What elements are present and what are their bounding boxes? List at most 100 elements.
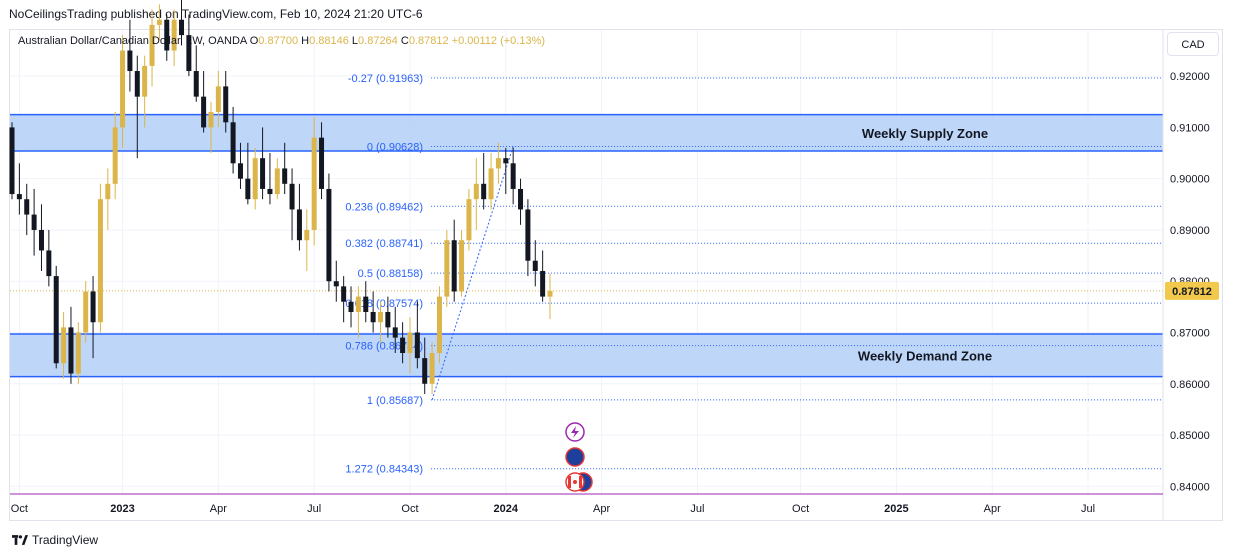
australia-flag-icon[interactable] xyxy=(565,447,585,467)
candle-body[interactable] xyxy=(385,311,391,328)
x-tick-label: 2023 xyxy=(110,503,134,515)
candle-body[interactable] xyxy=(260,158,266,189)
candle-body[interactable] xyxy=(9,127,15,195)
candle-body[interactable] xyxy=(473,183,479,200)
candle-body[interactable] xyxy=(16,194,22,200)
candle-body[interactable] xyxy=(230,122,236,164)
legend-low-label: L xyxy=(351,35,359,47)
candle-body[interactable] xyxy=(370,311,376,323)
candle-body[interactable] xyxy=(296,209,302,241)
candle-body[interactable] xyxy=(429,353,435,384)
candle-body[interactable] xyxy=(289,183,295,210)
candle-body[interactable] xyxy=(355,296,361,312)
candle-body[interactable] xyxy=(31,214,37,230)
candle-body[interactable] xyxy=(193,71,199,97)
y-tick-label: 0.86000 xyxy=(1170,379,1210,391)
candle-body[interactable] xyxy=(215,86,221,113)
candle-body[interactable] xyxy=(179,19,185,36)
candle-body[interactable] xyxy=(75,332,81,374)
candle-body[interactable] xyxy=(451,240,457,292)
candle-body[interactable] xyxy=(495,158,501,169)
candle-body[interactable] xyxy=(237,163,243,179)
candle-body[interactable] xyxy=(97,199,103,323)
candle-body[interactable] xyxy=(503,158,509,164)
y-tick-label: 0.87000 xyxy=(1170,327,1210,339)
x-tick-label: 2025 xyxy=(884,503,908,515)
candle-body[interactable] xyxy=(53,276,59,364)
candle-body[interactable] xyxy=(134,71,140,97)
legend-close-label: C xyxy=(400,35,409,47)
candle-body[interactable] xyxy=(208,112,214,128)
candle-body[interactable] xyxy=(282,168,288,184)
candle-body[interactable] xyxy=(407,332,413,354)
candle-body[interactable] xyxy=(319,137,325,189)
candle-body[interactable] xyxy=(142,65,148,97)
legend-open: 0.87700 xyxy=(258,35,299,47)
candle-body[interactable] xyxy=(525,209,531,261)
candle-body[interactable] xyxy=(488,168,494,200)
candle-body[interactable] xyxy=(444,240,450,297)
candle-body[interactable] xyxy=(68,327,74,374)
candle-body[interactable] xyxy=(90,291,96,323)
y-tick-label: 0.85000 xyxy=(1170,430,1210,442)
supply-zone-label: Weekly Supply Zone xyxy=(862,126,988,141)
candle-body[interactable] xyxy=(547,290,553,297)
legend-symbol[interactable]: Australian Dollar/Canadian Dollar, 1W, O… xyxy=(18,35,247,47)
candle-body[interactable] xyxy=(156,19,162,25)
candle-body[interactable] xyxy=(24,199,30,215)
candle-body[interactable] xyxy=(149,24,155,66)
fib-level-label: 0.236 (0.89462) xyxy=(345,201,423,213)
candle-body[interactable] xyxy=(392,327,398,338)
candle-body[interactable] xyxy=(252,158,258,200)
candle-body[interactable] xyxy=(540,270,546,297)
tradingview-footer[interactable]: TradingView xyxy=(12,533,98,547)
candle-body[interactable] xyxy=(267,188,273,195)
canada-flag-band-left xyxy=(568,476,571,488)
candle-body[interactable] xyxy=(164,19,170,51)
candle-body[interactable] xyxy=(459,240,465,292)
candle-body[interactable] xyxy=(61,327,67,364)
candle-body[interactable] xyxy=(333,281,339,287)
candle-body[interactable] xyxy=(171,19,177,51)
candle-body[interactable] xyxy=(245,178,251,200)
candle-body[interactable] xyxy=(532,260,538,271)
x-tick-label: Jul xyxy=(1081,503,1095,515)
candle-body[interactable] xyxy=(186,35,192,72)
candle-body[interactable] xyxy=(105,183,111,200)
candle-body[interactable] xyxy=(510,163,516,189)
candle-body[interactable] xyxy=(83,291,89,333)
candle-body[interactable] xyxy=(348,301,354,312)
currency-button[interactable]: CAD xyxy=(1167,32,1219,56)
legend-high-label: H xyxy=(301,35,310,47)
candle-body[interactable] xyxy=(127,50,133,72)
candle-body[interactable] xyxy=(201,96,207,128)
candle-body[interactable] xyxy=(46,250,52,277)
candle-body[interactable] xyxy=(38,229,44,251)
tradingview-logo-icon xyxy=(12,535,28,545)
y-tick-label: 0.92000 xyxy=(1170,71,1210,83)
fib-level-label: 0.5 (0.88158) xyxy=(358,268,423,280)
candle-body[interactable] xyxy=(120,50,126,128)
x-tick-label: Apr xyxy=(984,503,1001,515)
legend-open-label: O xyxy=(249,35,259,47)
legend-change: +0.00112 (+0.13%) xyxy=(451,35,546,47)
candle-body[interactable] xyxy=(436,296,442,354)
demand-zone-label: Weekly Demand Zone xyxy=(858,348,992,363)
candle-body[interactable] xyxy=(274,168,280,195)
candle-body[interactable] xyxy=(223,86,229,123)
candle-body[interactable] xyxy=(466,199,472,241)
candle-body[interactable] xyxy=(414,332,420,359)
zone-rect xyxy=(10,114,1163,151)
candle-body[interactable] xyxy=(326,188,332,282)
candle-body[interactable] xyxy=(422,358,428,384)
candle-body[interactable] xyxy=(363,296,369,312)
candle-body[interactable] xyxy=(518,188,524,210)
candle-body[interactable] xyxy=(341,286,347,302)
candle-body[interactable] xyxy=(304,229,310,241)
candle-body[interactable] xyxy=(481,183,487,200)
candle-body[interactable] xyxy=(112,127,118,184)
candle-body[interactable] xyxy=(378,311,383,323)
candle-body[interactable] xyxy=(400,337,406,354)
candle-body[interactable] xyxy=(311,137,317,230)
